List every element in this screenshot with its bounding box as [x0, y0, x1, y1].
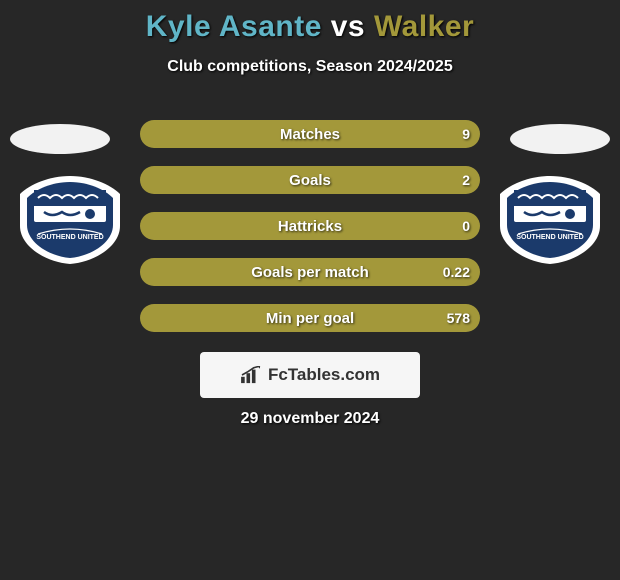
stat-row: Goals per match0.22: [140, 258, 480, 286]
date-text: 29 november 2024: [0, 410, 620, 428]
logo-text: FcTables.com: [268, 365, 380, 385]
comparison-title: Kyle Asante vs Walker: [0, 0, 620, 44]
stat-value-right: 9: [462, 120, 470, 148]
stat-value-right: 578: [447, 304, 470, 332]
stat-label: Hattricks: [140, 212, 480, 240]
logo-prefix: Fc: [268, 365, 288, 384]
stat-label: Matches: [140, 120, 480, 148]
stat-value-right: 0.22: [443, 258, 470, 286]
stat-value-right: 2: [462, 166, 470, 194]
stat-label: Min per goal: [140, 304, 480, 332]
subtitle: Club competitions, Season 2024/2025: [0, 58, 620, 76]
player2-name: Walker: [374, 10, 474, 43]
bars-icon: [240, 366, 262, 384]
stat-label: Goals per match: [140, 258, 480, 286]
stat-row: Min per goal578: [140, 304, 480, 332]
fctables-logo: FcTables.com: [200, 352, 420, 398]
stats-container: Matches9Goals2Hattricks0Goals per match0…: [0, 120, 620, 350]
stat-value-right: 0: [462, 212, 470, 240]
logo-rest: Tables.com: [288, 365, 380, 384]
stat-row: Goals2: [140, 166, 480, 194]
stat-row: Matches9: [140, 120, 480, 148]
stat-label: Goals: [140, 166, 480, 194]
player1-name: Kyle Asante: [146, 10, 322, 43]
stat-row: Hattricks0: [140, 212, 480, 240]
vs-text: vs: [331, 10, 365, 43]
